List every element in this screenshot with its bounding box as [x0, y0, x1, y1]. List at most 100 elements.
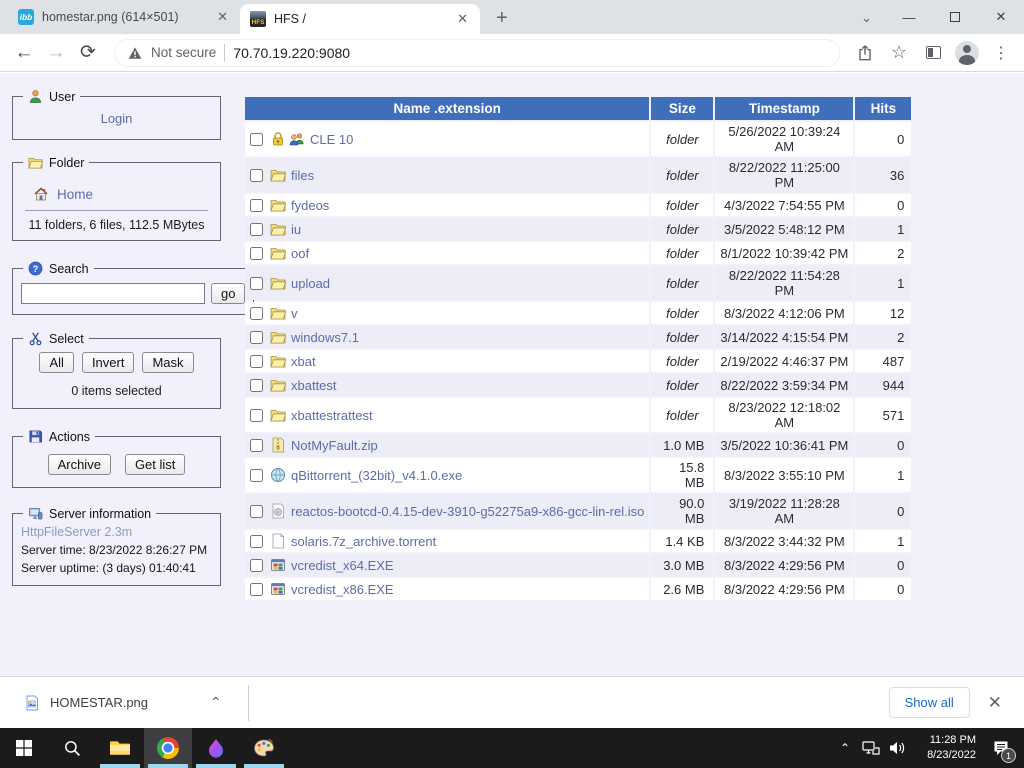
row-icons — [270, 353, 286, 369]
file-explorer-button[interactable] — [96, 728, 144, 768]
row-checkbox[interactable] — [250, 558, 263, 572]
file-link[interactable]: qBittorrent_(32bit)_v4.1.0.exe — [291, 467, 463, 483]
server-name-link[interactable]: HttpFileServer 2.3m — [21, 525, 133, 539]
side-panel-button[interactable] — [918, 38, 948, 68]
network-button[interactable] — [858, 728, 884, 768]
file-link[interactable]: xbattest — [291, 377, 337, 393]
row-icons — [270, 557, 286, 573]
chrome-button[interactable] — [144, 728, 192, 768]
row-checkbox[interactable] — [250, 504, 263, 518]
forward-button[interactable]: → — [46, 41, 66, 63]
file-link[interactable]: NotMyFault.zip — [291, 437, 378, 453]
row-checkbox[interactable] — [250, 468, 263, 482]
tab-close-icon[interactable]: ✕ — [217, 9, 228, 24]
paint3d-button[interactable] — [192, 728, 240, 768]
file-link[interactable]: oof — [291, 245, 310, 261]
download-bar-close-icon[interactable]: ✕ — [987, 692, 1002, 712]
url-text[interactable]: 70.70.19.220:9080 — [233, 44, 351, 61]
minimize-button[interactable]: — — [902, 9, 916, 25]
select-all-button[interactable]: All — [39, 352, 74, 373]
row-checkbox[interactable] — [250, 246, 263, 260]
archive-button[interactable]: Archive — [47, 454, 111, 475]
file-size: folder — [651, 194, 714, 216]
profile-button[interactable] — [952, 38, 982, 68]
taskbar-search-button[interactable] — [48, 728, 96, 768]
row-checkbox[interactable] — [250, 408, 263, 422]
file-link[interactable]: reactos-bootcd-0.4.15-dev-3910-g52275a9-… — [291, 503, 645, 519]
search-panel-title: Search — [49, 261, 89, 276]
row-checkbox[interactable] — [250, 132, 263, 146]
select-mask-button[interactable]: Mask — [142, 352, 194, 373]
row-checkbox[interactable] — [250, 222, 263, 236]
header-size[interactable]: Size — [651, 97, 714, 120]
notification-center-button[interactable]: 1 — [984, 728, 1018, 768]
windows-logo-icon — [16, 740, 32, 756]
zip-icon — [270, 437, 286, 453]
share-button[interactable] — [850, 38, 880, 68]
server-uptime: Server uptime: (3 days) 01:40:41 — [21, 560, 196, 575]
tab-hfs[interactable]: HFS HFS / ✕ — [240, 4, 480, 34]
bookmark-star-button[interactable]: ☆ — [884, 38, 914, 68]
menu-button[interactable]: ⋮ — [986, 38, 1016, 68]
row-checkbox[interactable] — [250, 438, 263, 452]
file-link[interactable]: v — [291, 305, 298, 321]
row-checkbox[interactable] — [250, 534, 263, 548]
row-checkbox[interactable] — [250, 276, 263, 290]
file-link[interactable]: solaris.7z_archive.torrent — [291, 533, 437, 549]
file-link[interactable]: vcredist_x64.EXE — [291, 557, 394, 573]
row-checkbox[interactable] — [250, 330, 263, 344]
volume-button[interactable] — [884, 728, 910, 768]
file-link[interactable]: iu — [291, 221, 302, 237]
file-hits: 1 — [855, 266, 912, 300]
file-link[interactable]: CLE 10 — [310, 131, 354, 147]
reload-button[interactable]: ⟳ — [80, 42, 96, 63]
get-list-button[interactable]: Get list — [124, 454, 186, 475]
ibb-favicon-icon: ibb — [18, 9, 34, 25]
paint-button[interactable] — [240, 728, 288, 768]
show-all-button[interactable]: Show all — [888, 687, 970, 718]
folder-icon — [270, 305, 286, 321]
folder-panel-title: Folder — [49, 155, 85, 170]
row-checkbox[interactable] — [250, 198, 263, 212]
volume-icon — [888, 740, 906, 756]
download-chevron-up-icon[interactable]: ⌃ — [210, 694, 222, 710]
row-checkbox[interactable] — [250, 168, 263, 182]
search-input[interactable] — [21, 283, 205, 304]
tab-close-icon[interactable]: ✕ — [457, 11, 468, 26]
row-checkbox[interactable] — [250, 582, 263, 596]
tab-homestar[interactable]: ibb homestar.png (614×501) ✕ — [8, 0, 240, 34]
download-item[interactable]: HOMESTAR.png ⌃ — [24, 693, 222, 713]
close-window-button[interactable]: ✕ — [995, 9, 1007, 24]
table-row: NotMyFault.zip 1.0 MB 3/5/2022 10:36:41 … — [245, 434, 912, 456]
user-panel: User Login — [12, 89, 221, 140]
folder-icon — [270, 197, 286, 213]
file-link[interactable]: fydeos — [291, 197, 330, 213]
search-go-button[interactable]: go — [211, 283, 246, 304]
file-link[interactable]: windows7.1 — [291, 329, 359, 345]
header-timestamp[interactable]: Timestamp — [715, 97, 854, 120]
start-button[interactable] — [0, 728, 48, 768]
file-link[interactable]: upload — [291, 275, 331, 291]
new-tab-button[interactable]: + — [496, 7, 508, 29]
file-link[interactable]: vcredist_x86.EXE — [291, 581, 394, 597]
file-link[interactable]: xbattestrattest — [291, 407, 373, 423]
row-checkbox[interactable] — [250, 306, 263, 320]
file-timestamp: 8/3/2022 4:29:56 PM — [715, 554, 854, 576]
taskbar-clock[interactable]: 11:28 PM 8/23/2022 — [916, 733, 976, 763]
select-invert-button[interactable]: Invert — [81, 352, 135, 373]
restore-button[interactable] — [932, 0, 978, 34]
header-name[interactable]: Name .extension — [245, 97, 650, 120]
home-link[interactable]: Home — [57, 186, 94, 202]
file-link[interactable]: xbat — [291, 353, 316, 369]
row-checkbox[interactable] — [250, 378, 263, 392]
address-bar[interactable]: Not secure 70.70.19.220:9080 — [114, 38, 840, 67]
header-hits[interactable]: Hits — [855, 97, 912, 120]
user-panel-title: User — [49, 89, 76, 104]
tab-search-chevron-icon[interactable]: ⌄ — [861, 10, 872, 25]
row-checkbox[interactable] — [250, 354, 263, 368]
login-link[interactable]: Login — [100, 111, 133, 126]
file-link[interactable]: files — [291, 167, 315, 183]
chrome-icon — [157, 737, 179, 759]
tray-chevron-button[interactable]: ⌃ — [832, 728, 858, 768]
back-button[interactable]: ← — [14, 41, 34, 63]
